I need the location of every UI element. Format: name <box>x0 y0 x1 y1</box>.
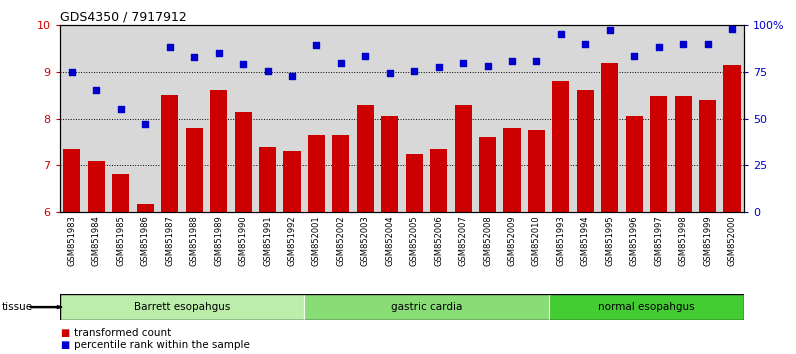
Bar <box>308 135 325 212</box>
Text: Barrett esopahgus: Barrett esopahgus <box>134 302 230 312</box>
Point <box>505 58 518 64</box>
Point <box>310 42 323 48</box>
Bar <box>259 147 276 212</box>
Bar <box>552 81 569 212</box>
Point <box>188 54 201 59</box>
Bar <box>548 294 744 320</box>
Bar <box>64 149 80 212</box>
Point <box>457 61 470 66</box>
Bar <box>601 63 618 212</box>
Text: normal esopahgus: normal esopahgus <box>598 302 695 312</box>
Bar <box>674 96 692 212</box>
Bar <box>528 130 545 212</box>
Bar <box>357 104 374 212</box>
Text: tissue: tissue <box>2 302 33 312</box>
Bar <box>381 116 398 212</box>
Bar <box>60 294 304 320</box>
Point <box>286 74 298 79</box>
Point <box>677 42 689 47</box>
Point <box>530 58 543 64</box>
Bar <box>283 152 301 212</box>
Point <box>236 61 249 67</box>
Point <box>701 41 714 46</box>
Text: GDS4350 / 7917912: GDS4350 / 7917912 <box>60 11 186 24</box>
Bar <box>210 90 227 212</box>
Point <box>555 31 568 37</box>
Point <box>481 63 494 69</box>
Point <box>90 87 103 93</box>
Point <box>628 53 641 58</box>
Point <box>579 41 591 46</box>
Text: percentile rank within the sample: percentile rank within the sample <box>74 340 250 350</box>
Point <box>432 64 445 70</box>
Point <box>334 61 347 66</box>
Bar <box>503 128 521 212</box>
Point <box>726 26 739 32</box>
Point <box>163 45 176 50</box>
Bar <box>332 135 349 212</box>
Text: gastric cardia: gastric cardia <box>391 302 462 312</box>
Bar <box>650 96 667 212</box>
Bar <box>185 128 203 212</box>
Point <box>261 68 274 74</box>
Point <box>359 53 372 58</box>
Point <box>65 69 78 74</box>
Point <box>213 50 225 56</box>
Point <box>384 70 396 75</box>
Bar <box>304 294 548 320</box>
Bar <box>112 174 130 212</box>
Bar <box>161 95 178 212</box>
Bar <box>406 154 423 212</box>
Bar <box>724 65 740 212</box>
Text: transformed count: transformed count <box>74 328 171 338</box>
Bar <box>699 100 716 212</box>
Bar <box>479 137 496 212</box>
Text: ■: ■ <box>60 328 69 338</box>
Point <box>115 106 127 112</box>
Bar <box>626 116 643 212</box>
Bar <box>235 112 252 212</box>
Bar <box>137 204 154 212</box>
Text: ■: ■ <box>60 340 69 350</box>
Bar <box>455 104 472 212</box>
Point <box>603 28 616 33</box>
Point <box>652 45 665 50</box>
Bar <box>430 149 447 212</box>
Point <box>139 121 151 127</box>
Point <box>408 68 420 74</box>
Bar <box>88 161 105 212</box>
Bar <box>577 90 594 212</box>
